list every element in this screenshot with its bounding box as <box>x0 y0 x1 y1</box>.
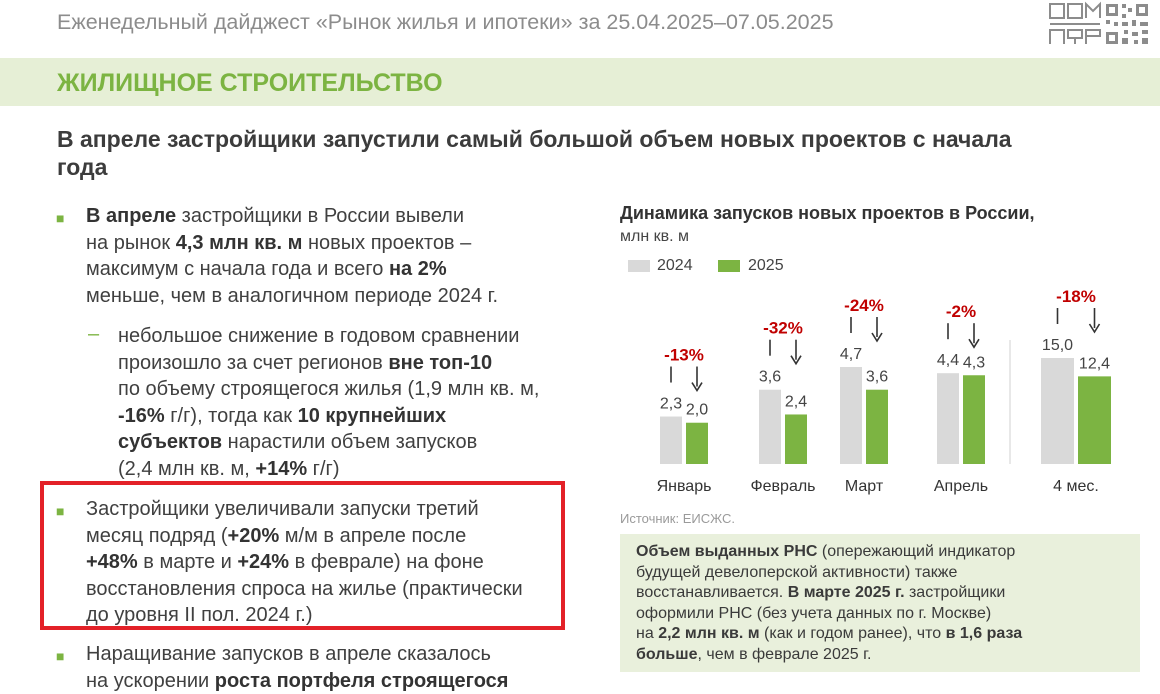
highlight-frame <box>40 481 565 630</box>
bullet-3: Наращивание запусков в апреле сказалось … <box>86 643 509 692</box>
bar-2025 <box>866 389 888 464</box>
chart-source: Источник: ЕИСЖС. <box>620 511 735 526</box>
bullet-1: В апреле застройщики в России вывели на … <box>86 205 499 307</box>
bar-2024 <box>937 373 959 464</box>
data-label-2024: 15,0 <box>1042 337 1073 354</box>
section-title: ЖИЛИЩНОЕ СТРОИТЕЛЬСТВО <box>57 69 443 97</box>
annotation-arrow-head <box>968 338 980 349</box>
bar-2024 <box>759 389 781 464</box>
sub-bullet-1: небольшое снижение в годовом сравнении п… <box>118 325 540 480</box>
data-label-2024: 4,4 <box>937 352 959 369</box>
data-label-2024: 2,3 <box>660 396 682 413</box>
data-label-2024: 4,7 <box>840 346 862 363</box>
change-label: -18% <box>1056 287 1096 306</box>
bar-2024 <box>660 416 682 464</box>
section-bar <box>0 58 1160 106</box>
bar-2025 <box>686 422 708 464</box>
annotation-arrow-head <box>691 382 703 393</box>
data-label-2025: 12,4 <box>1079 355 1110 372</box>
rns-note-box <box>620 534 1140 672</box>
annotation-arrow-head <box>1088 323 1101 334</box>
bar-2025 <box>785 414 807 464</box>
legend-swatch-2025 <box>718 260 740 272</box>
headline: В апреле застройщики запустили самый бол… <box>57 125 1137 181</box>
bullet-marker: ■ <box>56 648 65 664</box>
qr-code-icon <box>1106 4 1148 44</box>
headline-line-1: В апреле застройщики запустили самый бол… <box>57 126 1012 152</box>
annotation-arrow-head <box>871 332 883 343</box>
data-label-2025: 4,3 <box>963 354 985 371</box>
chart-unit: млн кв. м <box>620 228 690 245</box>
annotation-arrow-head <box>790 355 802 366</box>
headline-line-2: года <box>57 154 108 180</box>
legend-swatch-2024 <box>628 260 650 272</box>
change-label: -2% <box>946 302 976 321</box>
bar-2024 <box>840 367 862 464</box>
data-label-2025: 2,0 <box>686 402 708 419</box>
category-label: 4 мес. <box>1053 478 1099 495</box>
bullet-marker: ■ <box>56 210 65 226</box>
change-label: -24% <box>844 296 884 315</box>
category-label: Март <box>845 478 884 495</box>
bar-2025 <box>963 375 985 464</box>
dom-rf-logo <box>1049 1 1148 44</box>
bullet-2: Застройщики увеличивали запуски третий м… <box>86 498 523 626</box>
change-label: -32% <box>763 319 803 338</box>
bar-2024 <box>1041 358 1074 464</box>
legend-label-2025: 2025 <box>748 257 784 274</box>
digest-title: Еженедельный дайджест «Рынок жилья и ипо… <box>57 10 834 34</box>
category-label: Январь <box>657 478 712 495</box>
category-label: Февраль <box>750 478 815 495</box>
sub-bullet-dash: – <box>88 323 100 345</box>
category-label: Апрель <box>934 478 988 495</box>
legend-label-2024: 2024 <box>657 257 693 274</box>
launches-bar-chart: 2,3 2,0Январь-13%3,62,4Февраль-32%4,73,6М… <box>657 287 1111 495</box>
chart-title: Динамика запусков новых проектов в Росси… <box>620 203 1035 223</box>
change-label: -13% <box>664 346 704 365</box>
data-label-2024: 3,6 <box>759 369 781 386</box>
data-label-2025: 2,4 <box>785 393 807 410</box>
bullet-marker: ■ <box>56 503 65 519</box>
bar-2025 <box>1078 376 1111 464</box>
data-label-2025: 3,6 <box>866 369 888 386</box>
rns-note-text: Объем выданных РНС (опережающий индикато… <box>636 543 1023 663</box>
dom-rf-logo-mark <box>1049 1 1101 44</box>
